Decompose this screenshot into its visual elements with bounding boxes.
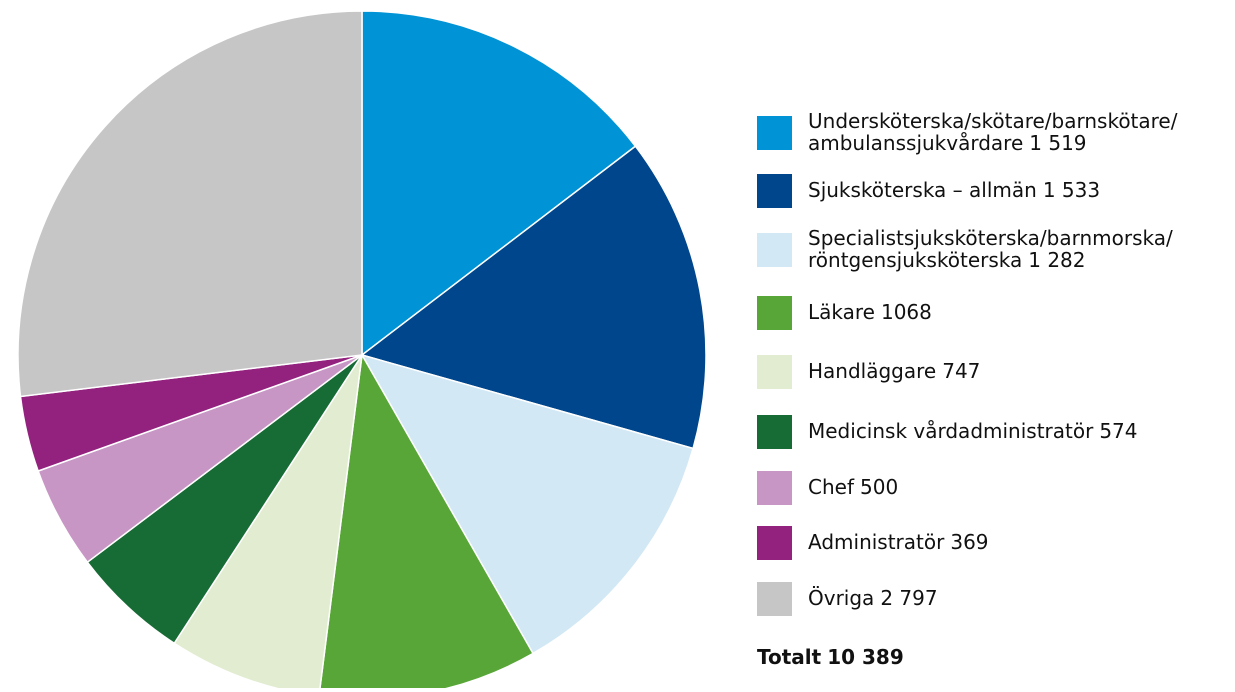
pie-slice <box>318 352 535 692</box>
legend-value: 574 <box>1099 419 1137 443</box>
legend-value: 747 <box>942 359 980 383</box>
legend-value: 1 282 <box>1028 248 1085 272</box>
legend-name: Sjuksköterska – allmän <box>808 178 1037 202</box>
legend-label: Handläggare 747 <box>808 359 980 383</box>
legend-name: Läkare <box>808 300 875 324</box>
legend-label: Övriga 2 797 <box>808 586 938 610</box>
legend-label: Specialistsjuksköterska/barnmorska/röntg… <box>808 226 1173 272</box>
pie-slice <box>361 10 637 357</box>
legend-swatch <box>757 471 792 505</box>
pie-slice <box>17 10 363 398</box>
legend-value: 2 797 <box>880 586 937 610</box>
legend-label: Undersköterska/skötare/barnskötare/ambul… <box>808 109 1178 155</box>
pie-slice <box>173 354 363 692</box>
legend-name: Medicinsk vårdadministratör <box>808 419 1094 443</box>
legend-label: Läkare 1068 <box>808 300 932 324</box>
legend-label: Administratör 369 <box>808 530 989 554</box>
legend-swatch <box>757 296 792 330</box>
legend-swatch <box>757 526 792 560</box>
legend-swatch <box>757 355 792 389</box>
legend-name: Specialistsjuksköterska/barnmorska/ <box>808 226 1173 250</box>
pie-slice <box>360 353 694 655</box>
legend-value: 1 519 <box>1029 131 1086 155</box>
legend-swatch <box>757 582 792 616</box>
legend-name: Chef <box>808 475 855 499</box>
legend-swatch <box>757 233 792 267</box>
legend-swatch <box>757 174 792 208</box>
legend-name: Administratör <box>808 530 945 554</box>
total-value: 10 389 <box>827 645 904 669</box>
legend-value: 369 <box>950 530 988 554</box>
legend-name-cont: röntgensjuksköterska <box>808 248 1022 272</box>
total-name: Totalt <box>757 645 822 669</box>
legend-value: 1068 <box>881 300 932 324</box>
legend-label: Sjuksköterska – allmän 1 533 <box>808 178 1100 202</box>
legend-label: Chef 500 <box>808 475 898 499</box>
total-label: Totalt 10 389 <box>757 645 904 669</box>
legend-value: 500 <box>860 475 898 499</box>
legend-name: Undersköterska/skötare/barnskötare/ <box>808 109 1178 133</box>
pie-slice <box>360 145 707 450</box>
legend-swatch <box>757 415 792 449</box>
legend-swatch <box>757 116 792 150</box>
legend-name: Handläggare <box>808 359 936 383</box>
legend-value: 1 533 <box>1043 178 1100 202</box>
legend-label: Medicinsk vårdadministratör 574 <box>808 419 1138 443</box>
legend-name: Övriga <box>808 586 874 610</box>
legend-name-cont: ambulanssjukvårdare <box>808 131 1023 155</box>
